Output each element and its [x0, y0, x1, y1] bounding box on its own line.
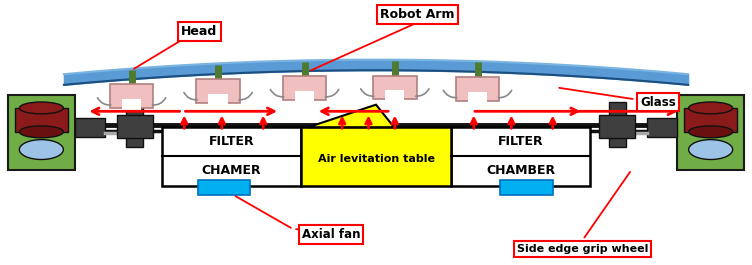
Ellipse shape [689, 102, 732, 114]
FancyBboxPatch shape [468, 91, 487, 102]
Text: Side edge grip wheel: Side edge grip wheel [517, 244, 648, 254]
FancyBboxPatch shape [599, 114, 635, 138]
FancyBboxPatch shape [373, 76, 417, 99]
FancyBboxPatch shape [15, 108, 68, 132]
FancyBboxPatch shape [117, 114, 153, 138]
Text: Air levitation table: Air levitation table [317, 154, 435, 164]
FancyBboxPatch shape [110, 85, 153, 108]
FancyBboxPatch shape [451, 127, 590, 185]
Text: Robot Arm: Robot Arm [380, 8, 455, 21]
FancyBboxPatch shape [295, 91, 314, 101]
FancyBboxPatch shape [126, 102, 143, 147]
FancyBboxPatch shape [609, 102, 626, 147]
FancyBboxPatch shape [208, 94, 228, 104]
FancyBboxPatch shape [647, 118, 677, 137]
Text: Head: Head [181, 25, 217, 38]
FancyBboxPatch shape [8, 95, 75, 170]
FancyBboxPatch shape [500, 180, 553, 195]
Text: FILTER: FILTER [208, 135, 254, 148]
FancyBboxPatch shape [283, 76, 326, 100]
Text: CHAMBER: CHAMBER [487, 164, 555, 178]
FancyBboxPatch shape [677, 95, 744, 170]
Ellipse shape [20, 102, 63, 114]
FancyBboxPatch shape [301, 127, 451, 185]
Ellipse shape [20, 126, 63, 138]
FancyBboxPatch shape [122, 99, 141, 110]
FancyBboxPatch shape [196, 79, 240, 103]
Ellipse shape [20, 140, 63, 160]
Polygon shape [308, 105, 394, 127]
Ellipse shape [689, 140, 732, 160]
FancyBboxPatch shape [162, 127, 301, 185]
Text: CHAMER: CHAMER [202, 164, 261, 178]
Ellipse shape [689, 126, 732, 138]
FancyBboxPatch shape [684, 108, 737, 132]
Text: Glass: Glass [640, 95, 676, 109]
Text: FILTER: FILTER [498, 135, 544, 148]
FancyBboxPatch shape [385, 90, 405, 101]
FancyBboxPatch shape [456, 77, 499, 101]
FancyBboxPatch shape [198, 180, 250, 195]
Text: Axial fan: Axial fan [302, 228, 360, 241]
FancyBboxPatch shape [75, 118, 105, 137]
